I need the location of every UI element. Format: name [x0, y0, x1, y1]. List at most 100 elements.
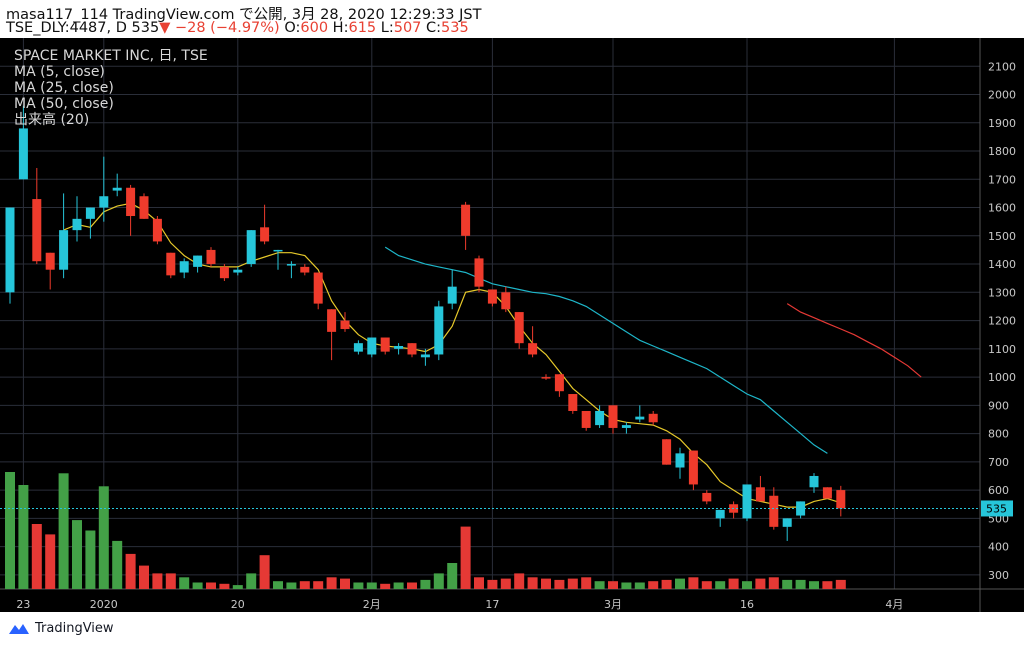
candle-body [380, 337, 390, 352]
tradingview-logo-icon [9, 623, 29, 634]
candle-body [635, 416, 645, 420]
y-tick-label: 900 [988, 399, 1009, 412]
footer-bar: TradingView [0, 612, 1024, 647]
volume-bar [715, 581, 726, 589]
volume-bar [447, 563, 458, 589]
candle-body [353, 343, 363, 352]
y-tick-label: 300 [988, 569, 1009, 582]
y-tick-label: 1000 [988, 371, 1016, 384]
candle-body [715, 509, 725, 519]
candle-body [300, 266, 310, 273]
volume-bar [541, 578, 551, 589]
y-tick-label: 1400 [988, 258, 1016, 271]
volume-bar [809, 581, 819, 589]
candle-body [327, 309, 337, 332]
candle-body [608, 405, 618, 428]
y-tick-label: 2100 [988, 60, 1016, 73]
candle-body [554, 374, 564, 392]
legend-ma5[interactable]: MA (5, close) [14, 64, 105, 80]
volume-bar [246, 573, 257, 589]
y-tick-label: 1300 [988, 286, 1016, 299]
candle-body [755, 487, 765, 502]
volume-bar [112, 540, 123, 589]
candle-body [206, 249, 216, 265]
x-tick-label: 20 [231, 598, 245, 611]
candle-body [595, 410, 605, 426]
volume-bar [313, 581, 324, 589]
volume-bar [273, 581, 283, 589]
candle-body [99, 196, 109, 208]
volume-bar [5, 472, 15, 589]
candle-body [447, 286, 457, 304]
candle-body [126, 187, 136, 217]
candle-body [152, 218, 162, 242]
volume-bar [474, 577, 484, 589]
volume-bar [742, 581, 752, 589]
y-tick-label: 1200 [988, 315, 1016, 328]
volume-bar [500, 578, 511, 589]
volume-bar [728, 578, 739, 589]
candle-body [233, 269, 243, 273]
open-label: O: [284, 20, 301, 36]
volume-bar [380, 583, 391, 589]
candle-body [648, 413, 658, 423]
candle-body [139, 196, 149, 219]
volume-bar [433, 573, 444, 589]
volume-bar [125, 553, 136, 589]
candle-body [769, 495, 779, 527]
y-tick-label: 700 [988, 456, 1009, 469]
candle-body [85, 207, 95, 219]
candle-body [246, 230, 256, 265]
y-tick-label: 400 [988, 541, 1009, 554]
volume-bar [755, 578, 766, 589]
volume-bar [554, 579, 565, 589]
candle-body [688, 450, 698, 485]
candle-body [273, 249, 283, 252]
high-value: 615 [348, 20, 377, 36]
last-price-tag-label: 535 [986, 502, 1007, 515]
legend-volume[interactable]: 出来高 (20) [14, 112, 90, 128]
volume-bar [795, 579, 806, 589]
low-value: 507 [393, 20, 422, 36]
y-tick-label: 1900 [988, 117, 1016, 130]
volume-bar [152, 573, 163, 589]
brand-label: TradingView [35, 621, 114, 636]
price-chart[interactable]: 3004005006007008009001000110012001300140… [0, 38, 1024, 612]
volume-bar [701, 581, 712, 589]
volume-bar [688, 577, 699, 589]
candle-body [260, 227, 270, 242]
volume-bar [299, 581, 310, 589]
chart-pane[interactable]: 300 400 500 600 700 800 900 1000 1100 1200 1300 140… [0, 38, 1024, 612]
volume-bar [594, 581, 605, 589]
candle-body [394, 345, 404, 349]
close-label: C: [426, 20, 442, 36]
legend-ma25[interactable]: MA (25, close) [14, 80, 114, 96]
candle-body [514, 312, 524, 344]
legend-symbol[interactable]: SPACE MARKET INC, 日, TSE [14, 48, 208, 64]
high-label: H: [332, 20, 349, 36]
volume-bar [608, 581, 618, 589]
candle-body [367, 337, 377, 355]
candle-body [528, 343, 538, 355]
volume-bar [661, 579, 672, 589]
candle-body [420, 354, 430, 358]
candle-body [836, 490, 846, 509]
candle-body [179, 261, 189, 273]
candle-body [541, 377, 551, 379]
volume-bar [782, 579, 793, 589]
volume-bar [18, 485, 29, 589]
candle-body [474, 258, 484, 287]
close-value: 535 [441, 20, 469, 36]
volume-bar [45, 534, 56, 589]
candle-body [193, 255, 203, 267]
low-label: L: [380, 20, 394, 36]
candle-body [5, 207, 15, 293]
candle-body [809, 475, 819, 488]
volume-bar [648, 581, 659, 589]
legend-ma50[interactable]: MA (50, close) [14, 96, 114, 112]
candle-body [822, 487, 832, 499]
symbol-ohlc-line: TSE_DLY:4487, D 535▼ −28 (−4.97%) O:600 … [6, 20, 469, 36]
volume-bar [420, 579, 431, 589]
tradingview-brand[interactable]: TradingView [8, 621, 114, 636]
volume-bar [85, 530, 96, 589]
